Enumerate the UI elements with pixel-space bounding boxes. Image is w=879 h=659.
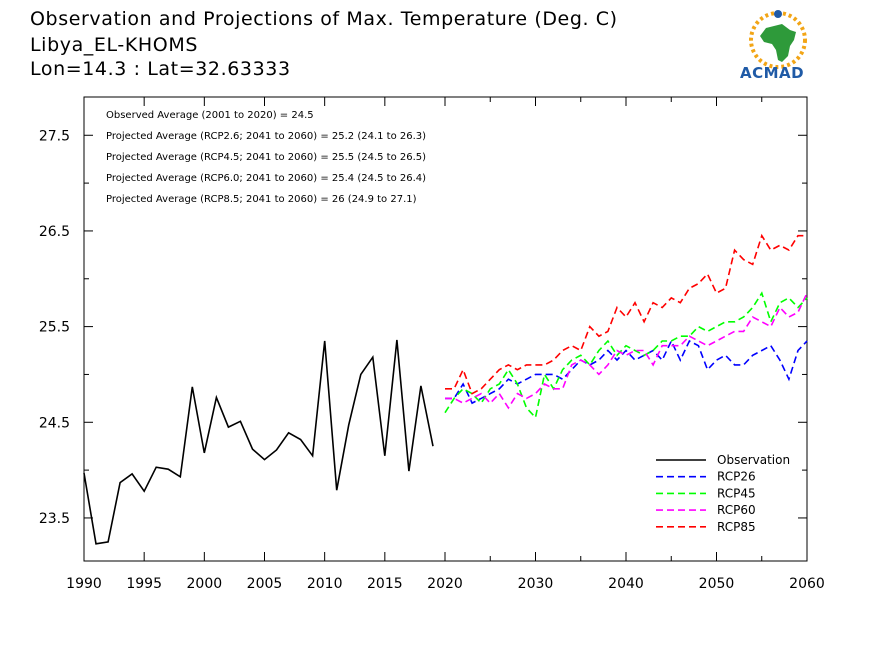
y-tick-label: 27.5: [39, 128, 70, 144]
summary-annotation: Projected Average (RCP8.5; 2041 to 2060)…: [106, 194, 417, 205]
x-tick-label: 2010: [307, 576, 343, 592]
series-line-rcp60: [445, 292, 808, 410]
x-tick-label: 2040: [608, 576, 644, 592]
legend-label: RCP85: [717, 520, 756, 534]
legend-label: RCP60: [717, 503, 756, 517]
summary-annotation: Projected Average (RCP4.5; 2041 to 2060)…: [106, 152, 426, 163]
x-tick-label: 2015: [367, 576, 403, 592]
legend-label: RCP45: [717, 486, 756, 500]
series-line-rcp45: [444, 291, 808, 420]
y-tick-label: 25.5: [39, 320, 70, 336]
sun-rays-icon: [749, 10, 807, 69]
y-tick-label: 23.5: [39, 511, 70, 527]
series-line-rcp85: [445, 233, 807, 395]
x-tick-label: 2005: [247, 576, 283, 592]
station-name: Libya_EL-KHOMS: [30, 34, 198, 56]
africa-continent-icon: [760, 24, 796, 62]
series-line-rcp26: [445, 339, 808, 405]
x-tick-label: 2060: [789, 576, 825, 592]
chart-title: Observation and Projections of Max. Temp…: [30, 8, 618, 30]
x-tick-label: 2000: [187, 576, 223, 592]
x-tick-label: 1990: [66, 576, 102, 592]
legend-label: RCP26: [717, 470, 756, 484]
logo-text: ACMAD: [740, 64, 805, 82]
station-coordinates: Lon=14.3 : Lat=32.63333: [30, 58, 291, 80]
x-tick-label: 2050: [699, 576, 735, 592]
plot-frame: [83, 96, 808, 562]
x-tick-label: 2020: [427, 576, 463, 592]
summary-annotation: Projected Average (RCP6.0; 2041 to 2060)…: [106, 173, 426, 184]
summary-annotation: Projected Average (RCP2.6; 2041 to 2060)…: [106, 131, 426, 142]
y-tick-label: 24.5: [39, 415, 70, 431]
series-line-observation: [83, 339, 434, 545]
legend-label: Observation: [717, 453, 790, 467]
acmad-logo: [749, 10, 807, 69]
y-tick-label: 26.5: [39, 224, 70, 240]
x-tick-label: 1995: [126, 576, 162, 592]
summary-annotation: Observed Average (2001 to 2020) = 24.5: [106, 110, 314, 121]
x-tick-label: 2030: [518, 576, 554, 592]
